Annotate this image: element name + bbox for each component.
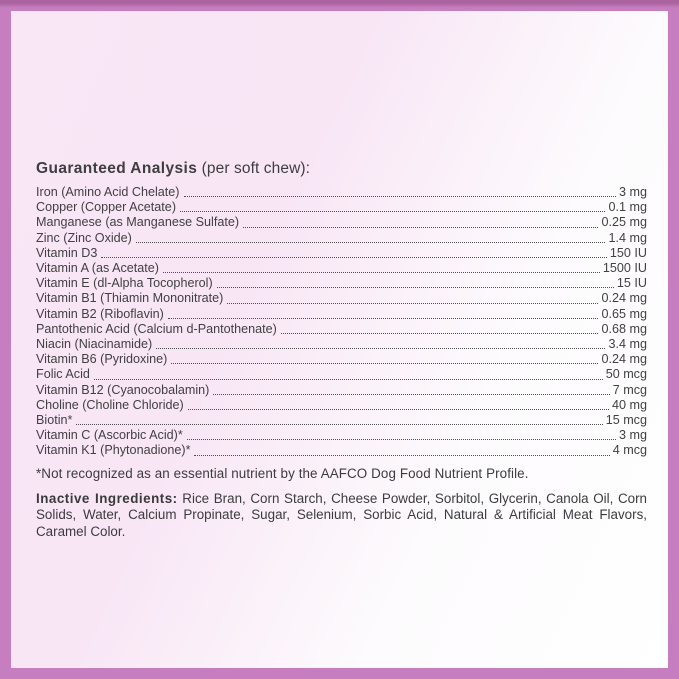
table-row: Folic Acid 50 mcg [36,367,647,382]
table-row: Vitamin B2 (Riboflavin) 0.65 mg [36,307,647,322]
table-row: Vitamin B12 (Cyanocobalamin) 7 mcg [36,383,647,398]
row-value: 15 mcg [605,413,647,428]
row-value: 1500 IU [602,261,647,276]
row-value: 150 IU [609,245,647,260]
guaranteed-analysis-title: Guaranteed Analysis (per soft chew): [36,159,647,179]
table-row: Copper (Copper Acetate) 0.1 mg [36,200,647,215]
dot-leader [167,317,599,319]
dot-leader [227,302,599,304]
table-row: Vitamin E (dl-Alpha Tocopherol) 15 IU [36,276,647,291]
row-label: Niacin (Niacinamide) [36,337,153,352]
label-content: Guaranteed Analysis (per soft chew): Iro… [36,159,647,540]
row-value: 0.68 mg [601,321,647,336]
row-value: 0.24 mg [601,291,647,306]
row-value: 3 mg [619,185,647,199]
row-label: Folic Acid [36,367,90,382]
dot-leader [156,348,606,350]
row-value: 0.65 mg [601,306,647,321]
inactive-ingredients-heading: Inactive Ingredients: [36,490,178,506]
row-label: Vitamin B2 (Riboflavin) [36,306,164,321]
row-value: 7 mcg [612,382,647,397]
row-value: 40 mg [611,397,647,412]
dot-leader [194,454,610,456]
dot-leader [171,363,599,365]
table-row: Vitamin K1 (Phytonadione)* 4 mcg [36,443,647,458]
row-value: 4 mcg [612,443,647,458]
table-row: Manganese (as Manganese Sulfate) 0.25 mg [36,215,647,230]
row-label: Vitamin E (dl-Alpha Tocopherol) [36,276,213,291]
row-label: Vitamin B6 (Pyridoxine) [36,352,168,367]
dot-leader [101,257,607,259]
table-row: Vitamin A (as Acetate) 1500 IU [36,261,647,276]
dot-leader [93,378,603,380]
title-bold-text: Guaranteed Analysis [36,160,198,177]
table-row: Niacin (Niacinamide) 3.4 mg [36,337,647,352]
table-row: Biotin* 15 mcg [36,413,647,428]
table-row: Pantothenic Acid (Calcium d-Pantothenate… [36,322,647,337]
row-label: Biotin* [36,413,73,428]
row-label: Copper (Copper Acetate) [36,200,177,215]
label-inner: Guaranteed Analysis (per soft chew): Iro… [11,11,668,668]
dot-leader [183,196,616,198]
row-label: Pantothenic Acid (Calcium d-Pantothenate… [36,321,277,336]
row-value: 3.4 mg [608,337,647,352]
row-label: Vitamin B1 (Thiamin Mononitrate) [36,291,224,306]
dot-leader [76,424,603,426]
row-label: Iron (Amino Acid Chelate) [36,185,180,199]
row-label: Vitamin K1 (Phytonadione)* [36,443,191,458]
title-qualifier-text: (per soft chew): [197,160,311,177]
row-label: Manganese (as Manganese Sulfate) [36,215,240,230]
table-row: Iron (Amino Acid Chelate) 3 mg [36,185,647,200]
dot-leader [135,241,606,243]
table-row: Zinc (Zinc Oxide) 1.4 mg [36,231,647,246]
dot-leader [280,333,599,335]
row-value: 0.24 mg [601,352,647,367]
row-value: 15 IU [616,276,647,291]
inactive-ingredients: Inactive Ingredients: Rice Bran, Corn St… [36,491,647,541]
table-row: Choline (Choline Chloride) 40 mg [36,398,647,413]
dot-leader [180,211,606,213]
row-value: 50 mcg [605,367,647,382]
row-label: Vitamin A (as Acetate) [36,261,159,276]
analysis-rows: Iron (Amino Acid Chelate) 3 mg Copper (C… [36,185,647,459]
row-value: 0.25 mg [601,215,647,230]
dot-leader [187,409,609,411]
row-value: 0.1 mg [608,200,647,215]
row-label: Vitamin D3 [36,245,98,260]
table-row: Vitamin C (Ascorbic Acid)* 3 mg [36,428,647,443]
dot-leader [213,393,610,395]
dot-leader [162,272,600,274]
dot-leader [243,226,599,228]
row-label: Vitamin C (Ascorbic Acid)* [36,428,183,443]
row-label: Choline (Choline Chloride) [36,397,184,412]
row-value: 1.4 mg [608,230,647,245]
row-label: Vitamin B12 (Cyanocobalamin) [36,382,210,397]
row-value: 3 mg [619,428,647,443]
dot-leader [216,287,614,289]
table-row: Vitamin B6 (Pyridoxine) 0.24 mg [36,352,647,367]
table-row: Vitamin B1 (Thiamin Mononitrate) 0.24 mg [36,291,647,306]
inactive-ingredients-text: Rice Bran, Corn Starch, Cheese Powder, S… [36,490,648,539]
dot-leader [186,439,616,441]
row-label: Zinc (Zinc Oxide) [36,230,132,245]
aafco-footnote: *Not recognized as an essential nutrient… [36,465,529,481]
table-row: Vitamin D3 150 IU [36,246,647,261]
